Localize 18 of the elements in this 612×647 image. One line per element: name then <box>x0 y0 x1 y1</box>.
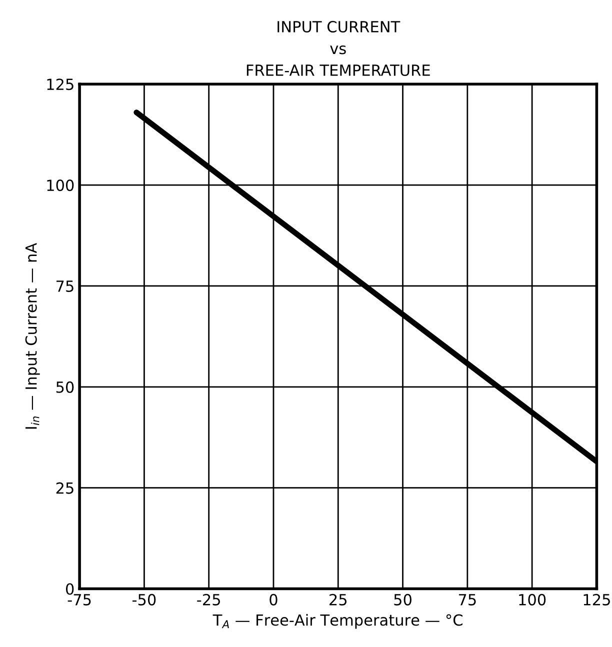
y-tick-label: 25 <box>56 482 74 494</box>
x-tick-label: 100 <box>519 594 546 606</box>
y-tick-label: 125 <box>47 78 74 90</box>
y-tick-label: 0 <box>66 583 74 595</box>
x-axis-title: T$_{A}$ — Free-Air Temperature — °C <box>212 614 462 629</box>
y-axis-title: I$_{in}$ — Input Current — nA <box>25 242 40 429</box>
x-tick-label: -75 <box>68 594 91 606</box>
x-tick-label: 125 <box>584 594 610 606</box>
y-tick-label: 50 <box>56 381 74 393</box>
x-tick-label: 75 <box>458 594 476 606</box>
x-tick-label: -50 <box>132 594 156 606</box>
x-tick-label: 25 <box>330 594 347 606</box>
x-tick-label: -25 <box>197 594 220 606</box>
chart-title: INPUT CURRENT vs FREE-AIR TEMPERATURE <box>246 20 430 76</box>
x-tick-label: 50 <box>394 594 412 606</box>
y-tick-label: 100 <box>47 180 74 192</box>
x-tick-label: 0 <box>270 594 278 606</box>
y-tick-label: 75 <box>56 280 74 292</box>
